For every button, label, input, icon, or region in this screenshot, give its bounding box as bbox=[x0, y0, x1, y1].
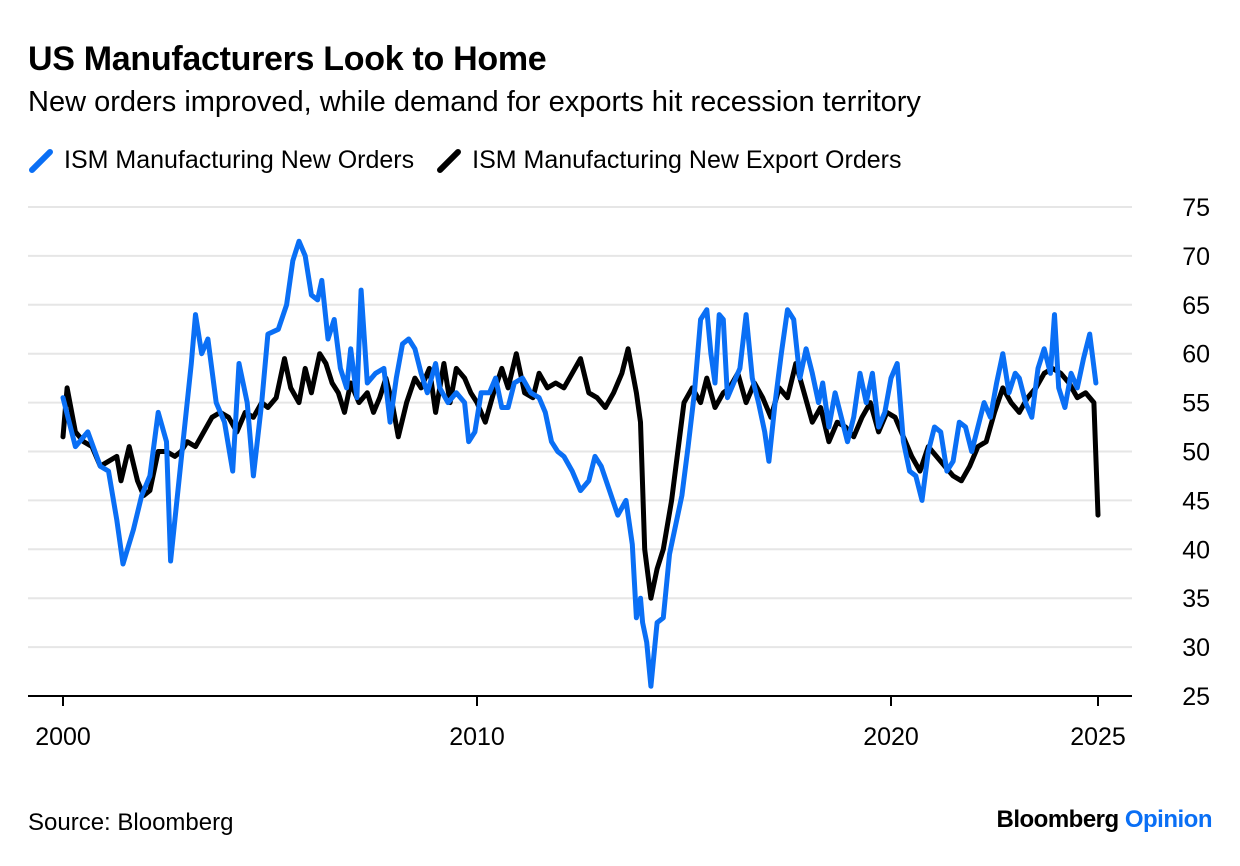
y-tick-label-45: 45 bbox=[1182, 487, 1210, 515]
y-tick-label-35: 35 bbox=[1182, 585, 1210, 613]
x-tick-label-2025: 2025 bbox=[1070, 723, 1126, 751]
legend: ISM Manufacturing New Orders ISM Manufac… bbox=[28, 146, 923, 175]
source-note: Source: Bloomberg bbox=[28, 809, 234, 836]
x-tick-label-2000: 2000 bbox=[35, 723, 91, 751]
y-tick-label-70: 70 bbox=[1182, 243, 1210, 271]
legend-swatch-new-orders bbox=[29, 148, 53, 173]
x-tick-label-2020: 2020 bbox=[863, 723, 919, 751]
legend-swatch-export-orders bbox=[437, 148, 462, 173]
chart-subtitle: New orders improved, while demand for ex… bbox=[28, 86, 921, 118]
series-line-new-orders bbox=[60, 238, 1099, 689]
series-line-export-orders bbox=[60, 346, 1101, 601]
y-tick-label-25: 25 bbox=[1182, 683, 1210, 711]
y-tick-label-75: 75 bbox=[1182, 194, 1210, 222]
legend-item-new-orders: ISM Manufacturing New Orders bbox=[28, 146, 414, 175]
y-tick-label-65: 65 bbox=[1182, 292, 1210, 320]
legend-item-export-orders: ISM Manufacturing New Export Orders bbox=[436, 146, 901, 175]
brand-first: Bloomberg bbox=[996, 806, 1120, 833]
y-tick-label-40: 40 bbox=[1182, 536, 1210, 564]
legend-label-new-orders: ISM Manufacturing New Orders bbox=[64, 146, 415, 174]
x-tick-label-2010: 2010 bbox=[449, 723, 505, 751]
chart-title: US Manufacturers Look to Home bbox=[28, 40, 547, 78]
y-tick-label-55: 55 bbox=[1182, 390, 1210, 418]
legend-label-export-orders: ISM Manufacturing New Export Orders bbox=[472, 146, 902, 174]
brand-logo: Bloomberg Opinion bbox=[997, 806, 1213, 834]
brand-second: Opinion bbox=[1124, 806, 1213, 833]
y-tick-label-60: 60 bbox=[1182, 341, 1210, 369]
y-tick-label-30: 30 bbox=[1182, 634, 1210, 662]
y-tick-label-50: 50 bbox=[1182, 439, 1210, 467]
